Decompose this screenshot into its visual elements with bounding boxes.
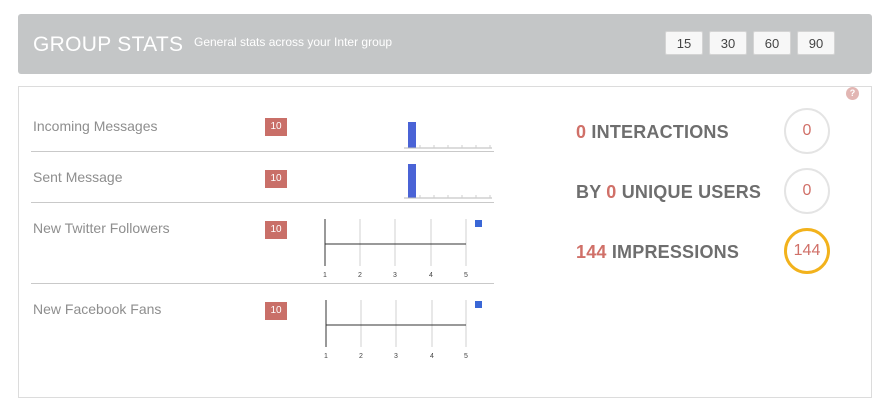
chart-tick-label: 1 xyxy=(323,272,327,279)
page-subtitle: General stats across your Inter group xyxy=(194,35,393,49)
facebook-fans-chart: 1 2 3 4 5 xyxy=(324,300,482,360)
range-button-60[interactable]: 60 xyxy=(753,31,791,55)
range-button-30[interactable]: 30 xyxy=(709,31,747,55)
range-button-15[interactable]: 15 xyxy=(665,31,703,55)
stat-impressions: 144 IMPRESSIONS xyxy=(576,242,740,262)
chart-tick-label: 3 xyxy=(394,353,398,360)
stats-panel xyxy=(18,86,872,398)
metric-label-new-facebook-fans: New Facebook Fans xyxy=(33,301,162,317)
chart-tick-label: 2 xyxy=(358,272,362,279)
range-button-90[interactable]: 90 xyxy=(797,31,835,55)
metric-badge-incoming-messages: 10 xyxy=(265,118,287,136)
metric-label-incoming-messages: Incoming Messages xyxy=(33,118,158,134)
metric-badge-new-twitter-followers: 10 xyxy=(265,221,287,239)
stat-interactions: 0 INTERACTIONS xyxy=(576,122,729,142)
metric-divider xyxy=(31,151,494,152)
metric-badge-new-facebook-fans: 10 xyxy=(265,302,287,320)
chart-tick-label: 3 xyxy=(393,272,397,279)
legend-marker xyxy=(475,301,482,308)
sparkline-bar xyxy=(408,164,416,198)
metric-divider xyxy=(31,283,494,284)
help-icon[interactable]: ? xyxy=(846,87,859,100)
metric-label-sent-message: Sent Message xyxy=(33,169,123,185)
metric-badge-sent-message: 10 xyxy=(265,170,287,188)
interactions-circle: 0 xyxy=(784,108,830,154)
incoming-messages-sparkline xyxy=(404,122,492,149)
metric-label-new-twitter-followers: New Twitter Followers xyxy=(33,220,170,236)
chart-tick-label: 1 xyxy=(324,353,328,360)
unique-users-circle: 0 xyxy=(784,168,830,214)
impressions-circle: 144 xyxy=(784,228,830,274)
page-title: GROUP STATS xyxy=(33,33,184,56)
legend-marker xyxy=(475,220,482,227)
stat-impressions-value: 144 xyxy=(576,242,607,262)
stat-unique-users: BY 0 UNIQUE USERS xyxy=(576,182,762,202)
chart-tick-label: 4 xyxy=(430,353,434,360)
chart-tick-label: 4 xyxy=(429,272,433,279)
chart-tick-label: 2 xyxy=(359,353,363,360)
stat-interactions-value: 0 xyxy=(576,122,587,142)
sent-message-sparkline xyxy=(404,164,492,199)
sparkline-bar xyxy=(408,122,416,148)
stat-unique-users-value: 0 xyxy=(606,182,617,202)
chart-tick-label: 5 xyxy=(464,353,468,360)
metric-divider xyxy=(31,202,494,203)
page-header: GROUP STATS General stats across your In… xyxy=(18,14,872,74)
chart-tick-label: 5 xyxy=(464,272,468,279)
twitter-followers-chart: 1 2 3 4 5 xyxy=(323,219,482,279)
